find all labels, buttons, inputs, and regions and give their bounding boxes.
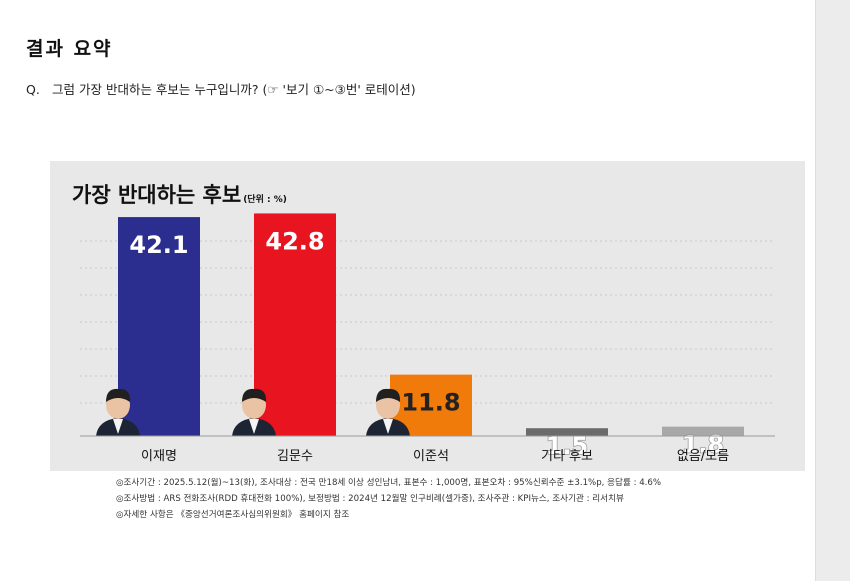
note-survey-period: ◎조사기간 : 2025.5.12(월)~13(화), 조사대상 : 전국 만1… <box>116 478 662 488</box>
bar-2 <box>254 213 336 436</box>
candidate-photo-icon <box>96 388 140 436</box>
bar-5 <box>662 426 744 436</box>
candidate-photo-icon <box>232 388 276 436</box>
note-survey-method: ◎조사방법 : ARS 전화조사(RDD 휴대전화 100%), 보정방법 : … <box>116 494 624 504</box>
page-title: 결과 요약 <box>26 38 113 60</box>
background-edge <box>815 0 850 581</box>
page: 결과 요약 Q. 그럼 가장 반대하는 후보는 누구입니까? (☞ '보기 ①~③… <box>0 0 815 581</box>
category-label: 기타 후보 <box>541 449 593 464</box>
candidate-photo-icon <box>366 388 410 436</box>
value-label: 11.8 <box>401 389 460 417</box>
chart-title: 가장 반대하는 후보 (단위 : %) <box>72 179 287 209</box>
question-marker: Q. <box>26 82 40 97</box>
note-reference: ◎자세한 사항은 《중앙선거여론조사심의위원회》 홈페이지 참조 <box>116 510 350 520</box>
chart-title-text: 가장 반대하는 후보 <box>72 183 242 207</box>
category-label: 이준석 <box>413 449 449 464</box>
chart-panel: 가장 반대하는 후보 (단위 : %) 42.1 이재명 42.8 김문수 11.8 이준석… <box>50 161 805 471</box>
question-text: 그럼 가장 반대하는 후보는 누구입니까? (☞ '보기 ①~③번' 로테이션) <box>52 82 416 97</box>
category-label: 없음/모름 <box>677 449 729 464</box>
chart-unit-label: (단위 : %) <box>243 195 287 205</box>
bar-4 <box>526 428 608 436</box>
survey-notes: ◎조사기간 : 2025.5.12(월)~13(화), 조사대상 : 전국 만1… <box>116 475 661 523</box>
value-label: 42.1 <box>129 231 188 259</box>
value-label: 1.8 <box>682 431 725 459</box>
survey-question: Q. 그럼 가장 반대하는 후보는 누구입니까? (☞ '보기 ①~③번' 로테이… <box>26 79 416 98</box>
value-label: 42.8 <box>265 227 324 255</box>
bar-1 <box>118 217 200 436</box>
category-label: 김문수 <box>277 449 313 464</box>
category-label: 이재명 <box>141 449 177 464</box>
